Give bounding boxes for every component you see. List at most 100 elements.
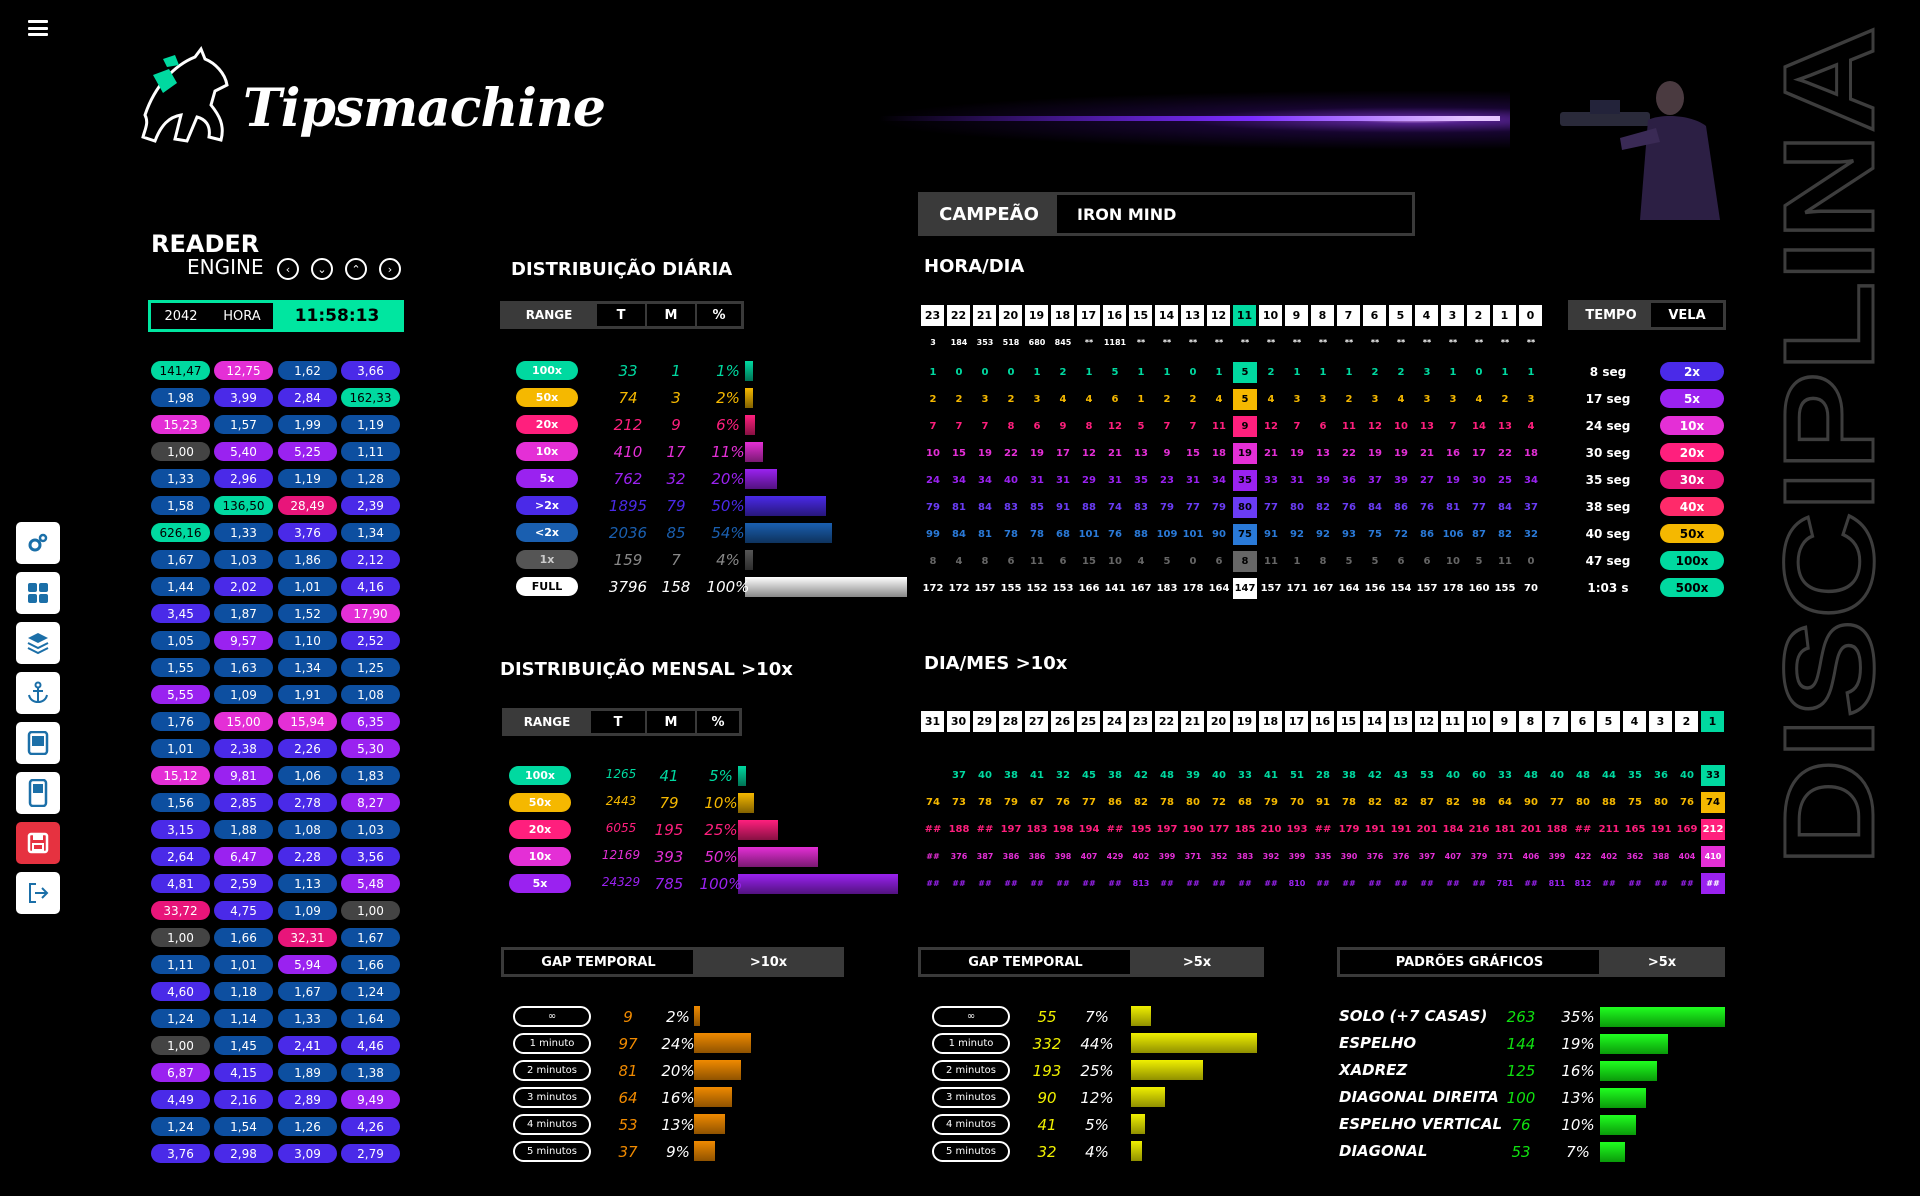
hour-cell: 84: [978, 502, 992, 513]
day-cell: 201: [1416, 824, 1438, 835]
chevron-right-icon[interactable]: ›: [379, 258, 401, 280]
daily-percent: 11%: [711, 443, 745, 461]
reader-value-pill: 3,66: [341, 361, 400, 380]
day-cell: 410: [1701, 846, 1725, 867]
hour-header: 5: [1389, 305, 1412, 326]
day-cell: 68: [1238, 797, 1252, 808]
day-cell: 48: [1576, 770, 1590, 781]
chevron-up-icon[interactable]: ⌃: [345, 258, 367, 280]
day-cell: 80: [1186, 797, 1200, 808]
monthly-percent: 50%: [704, 848, 738, 866]
gap5-percent: 7%: [1085, 1008, 1109, 1026]
layers-button[interactable]: [16, 622, 60, 664]
brand-wordmark: Tipsmachine: [243, 78, 606, 139]
tablet-icon: [27, 731, 49, 755]
reader-value-pill: 2,41: [278, 1036, 337, 1055]
day-cell: 399: [1288, 852, 1306, 861]
patterns-title: PADRÕES GRÁFICOS: [1340, 950, 1602, 974]
reader-value-pill: 1,06: [278, 766, 337, 785]
reader-value-pill: 2,84: [278, 388, 337, 407]
day-header: 11: [1441, 711, 1464, 732]
hour-total: **: [1240, 338, 1250, 347]
hour-cell: 79: [1212, 502, 1226, 513]
hour-cell: 178: [1442, 583, 1464, 594]
hour-cell: 2: [1345, 394, 1353, 405]
day-header: 31: [921, 711, 944, 732]
monthly-mean: 785: [654, 875, 684, 893]
day-cell: ##: [1106, 824, 1124, 835]
reader-value-pill: 1,00: [151, 442, 210, 461]
save-button[interactable]: [16, 822, 60, 864]
monthly-header-pct: %: [695, 711, 739, 733]
daily-mean: 158: [661, 578, 691, 596]
daily-percent: 2%: [716, 389, 740, 407]
hour-cell: 81: [1446, 502, 1460, 513]
vela-pill: 5x: [1660, 389, 1724, 408]
day-header: 18: [1259, 711, 1282, 732]
day-cell: ##: [1701, 873, 1725, 894]
reader-value-pill: 2,78: [278, 793, 337, 812]
hour-cell: 2: [1059, 367, 1067, 378]
daily-bar: [745, 388, 753, 408]
hour-cell: 1: [1293, 367, 1301, 378]
logout-button[interactable]: [16, 872, 60, 914]
hour-cell: 157: [1260, 583, 1282, 594]
pattern-count: 263: [1506, 1008, 1536, 1026]
reader-value-pill: 1,10: [278, 631, 337, 650]
hour-cell: 39: [1316, 475, 1330, 486]
reader-value-pill: 17,90: [341, 604, 400, 623]
day-header: 1: [1701, 711, 1724, 732]
hour-cell: 72: [1394, 529, 1408, 540]
daily-mean: 9: [671, 416, 681, 434]
day-cell: ##: [1004, 879, 1018, 888]
hour-cell: 1: [929, 367, 937, 378]
pattern-label: DIAGONAL: [1339, 1142, 1428, 1160]
reader-value-pill: 3,76: [278, 523, 337, 542]
hour-cell: 5: [1233, 362, 1257, 383]
daily-bar: [745, 523, 833, 543]
day-cell: 76: [1680, 797, 1694, 808]
chevron-left-icon[interactable]: ‹: [277, 258, 299, 280]
pattern-label: ESPELHO: [1339, 1034, 1417, 1052]
reader-value-pill: 3,09: [278, 1144, 337, 1163]
day-cell: ##: [1574, 824, 1592, 835]
day-cell: ##: [1108, 879, 1122, 888]
day-cell: 77: [1550, 797, 1564, 808]
settings-button[interactable]: [16, 522, 60, 564]
reader-value-pill: 1,54: [214, 1117, 273, 1136]
day-cell: 388: [1652, 852, 1670, 861]
hamburger-menu-icon[interactable]: [28, 18, 48, 38]
settings-icon: [26, 531, 50, 555]
gap5-interval-label: 1 minuto: [932, 1033, 1010, 1054]
day-cell: 188: [948, 824, 970, 835]
pattern-bar: [1600, 1088, 1647, 1108]
day-header: 19: [1233, 711, 1256, 732]
gap10-header: GAP TEMPORAL >10x: [501, 947, 844, 977]
monthly-count: 12169: [601, 848, 641, 862]
hour-cell: 19: [1446, 475, 1460, 486]
chevron-down-icon[interactable]: ⌄: [311, 258, 333, 280]
hour-cell: 86: [1420, 529, 1434, 540]
gap10-count: 64: [618, 1089, 638, 1107]
hour-cell: 3: [1449, 394, 1457, 405]
reader-value-pill: 4,49: [151, 1090, 210, 1109]
day-cell: 169: [1676, 824, 1698, 835]
reader-value-pill: 5,30: [341, 739, 400, 758]
hour-cell: 12: [1082, 448, 1096, 459]
phone-button[interactable]: [16, 772, 60, 814]
tablet-button[interactable]: [16, 722, 60, 764]
day-cell: 78: [978, 797, 992, 808]
day-cell: 422: [1574, 852, 1592, 861]
gap10-count: 9: [623, 1008, 633, 1026]
day-cell: 165: [1624, 824, 1646, 835]
champion-label: CAMPEÃO: [921, 195, 1057, 233]
day-cell: 194: [1078, 824, 1100, 835]
day-cell: 79: [1264, 797, 1278, 808]
anchor-button[interactable]: [16, 672, 60, 714]
dashboard-button[interactable]: [16, 572, 60, 614]
day-cell: 398: [1054, 852, 1072, 861]
hour-total: **: [1344, 338, 1354, 347]
hour-cell: 3: [1527, 394, 1535, 405]
hour-cell: 6: [1319, 421, 1327, 432]
hour-cell: 33: [1264, 475, 1278, 486]
